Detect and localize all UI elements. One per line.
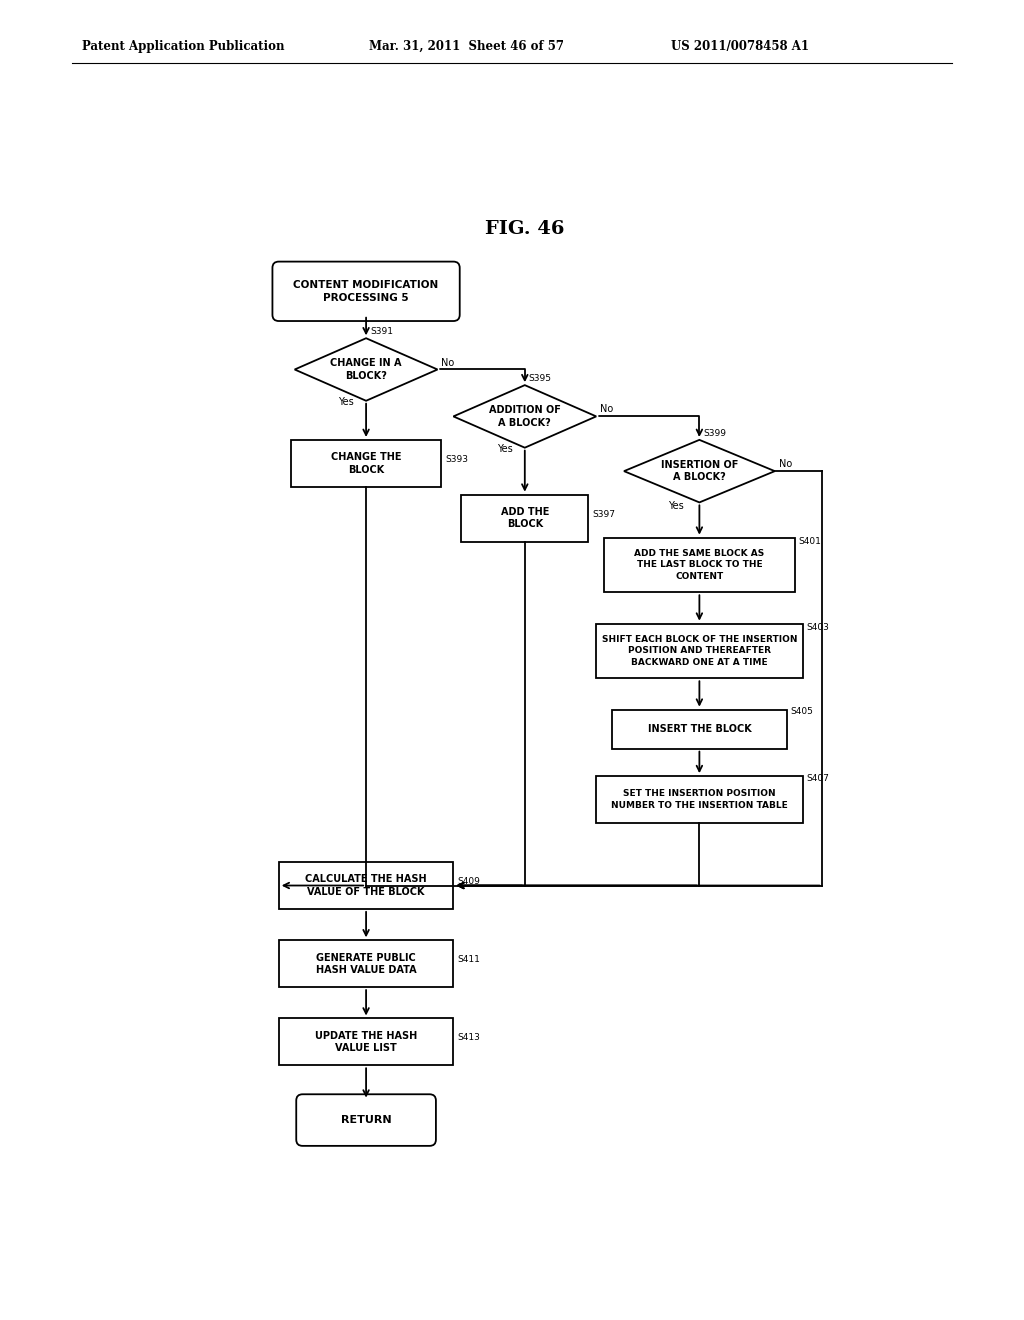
Text: S397: S397: [592, 510, 615, 519]
Text: CALCULATE THE HASH
VALUE OF THE BLOCK: CALCULATE THE HASH VALUE OF THE BLOCK: [305, 874, 427, 896]
Text: Patent Application Publication: Patent Application Publication: [82, 40, 285, 53]
Text: No: No: [600, 404, 613, 414]
Bar: [596, 623, 803, 678]
Text: S403: S403: [807, 623, 829, 632]
Text: ADD THE
BLOCK: ADD THE BLOCK: [501, 507, 549, 529]
Text: INSERTION OF
A BLOCK?: INSERTION OF A BLOCK?: [660, 459, 738, 482]
Bar: [279, 1019, 454, 1065]
Text: RETURN: RETURN: [341, 1115, 391, 1125]
FancyBboxPatch shape: [296, 1094, 436, 1146]
Text: Yes: Yes: [668, 500, 683, 511]
Text: ADD THE SAME BLOCK AS
THE LAST BLOCK TO THE
CONTENT: ADD THE SAME BLOCK AS THE LAST BLOCK TO …: [634, 549, 765, 581]
Text: UPDATE THE HASH
VALUE LIST: UPDATE THE HASH VALUE LIST: [315, 1031, 417, 1053]
Text: S391: S391: [370, 327, 393, 337]
Text: S411: S411: [458, 956, 480, 965]
Text: Yes: Yes: [497, 444, 513, 454]
Text: CHANGE THE
BLOCK: CHANGE THE BLOCK: [331, 453, 401, 474]
Polygon shape: [295, 338, 437, 401]
Text: CONTENT MODIFICATION
PROCESSING 5: CONTENT MODIFICATION PROCESSING 5: [294, 280, 438, 302]
Text: SHIFT EACH BLOCK OF THE INSERTION
POSITION AND THEREAFTER
BACKWARD ONE AT A TIME: SHIFT EACH BLOCK OF THE INSERTION POSITI…: [602, 635, 797, 667]
Text: S409: S409: [458, 876, 480, 886]
Text: SET THE INSERTION POSITION
NUMBER TO THE INSERTION TABLE: SET THE INSERTION POSITION NUMBER TO THE…: [611, 789, 787, 809]
Text: Mar. 31, 2011  Sheet 46 of 57: Mar. 31, 2011 Sheet 46 of 57: [369, 40, 563, 53]
Text: No: No: [441, 358, 455, 367]
Bar: [279, 940, 454, 987]
Bar: [291, 440, 441, 487]
Bar: [596, 776, 803, 822]
Text: S393: S393: [445, 455, 468, 463]
Text: ADDITION OF
A BLOCK?: ADDITION OF A BLOCK?: [488, 405, 561, 428]
Text: GENERATE PUBLIC
HASH VALUE DATA: GENERATE PUBLIC HASH VALUE DATA: [315, 953, 417, 975]
Bar: [461, 495, 588, 541]
Text: S401: S401: [799, 537, 821, 546]
Text: S395: S395: [528, 375, 552, 383]
Polygon shape: [624, 440, 775, 503]
Text: S407: S407: [807, 774, 829, 783]
Text: S399: S399: [703, 429, 726, 438]
Text: S413: S413: [458, 1034, 480, 1043]
FancyBboxPatch shape: [272, 261, 460, 321]
Bar: [604, 537, 795, 593]
Polygon shape: [454, 385, 596, 447]
Bar: [279, 862, 454, 909]
Text: CHANGE IN A
BLOCK?: CHANGE IN A BLOCK?: [331, 358, 401, 380]
Text: S405: S405: [791, 708, 813, 717]
Text: FIG. 46: FIG. 46: [485, 219, 564, 238]
Text: Yes: Yes: [338, 397, 354, 407]
Bar: [612, 710, 786, 748]
Text: No: No: [779, 459, 792, 469]
Text: INSERT THE BLOCK: INSERT THE BLOCK: [647, 725, 752, 734]
Text: US 2011/0078458 A1: US 2011/0078458 A1: [671, 40, 809, 53]
